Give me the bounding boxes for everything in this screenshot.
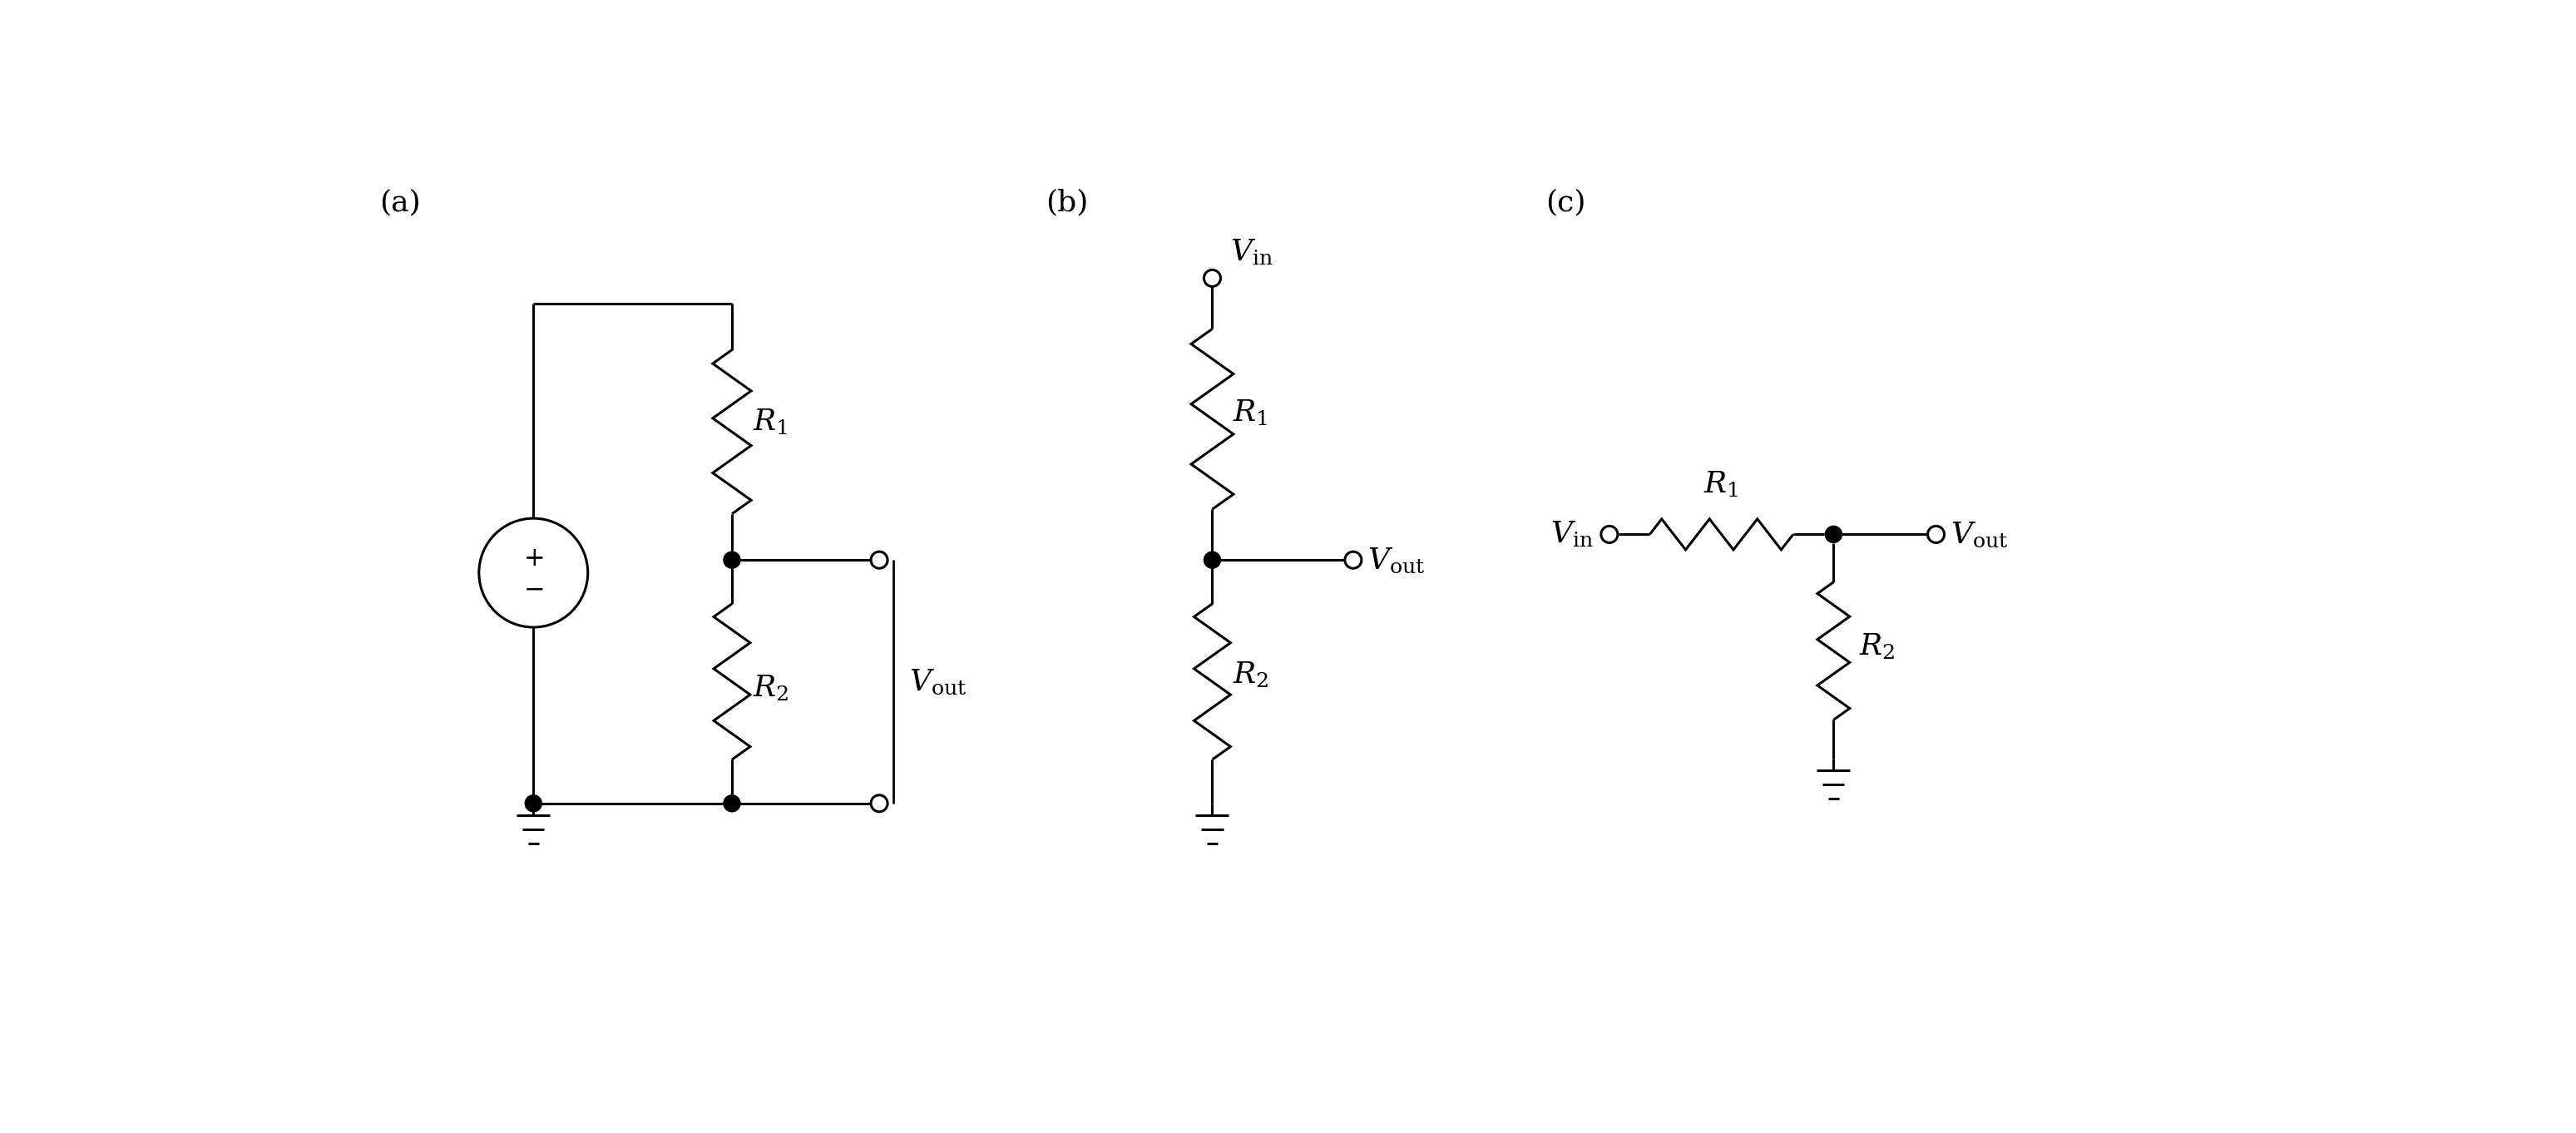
Circle shape (479, 519, 587, 628)
Text: $V_{\mathrm{out}}$: $V_{\mathrm{out}}$ (1950, 520, 2007, 548)
Circle shape (1927, 526, 1945, 543)
Circle shape (871, 795, 889, 811)
Circle shape (526, 795, 541, 811)
Text: $+$: $+$ (523, 546, 544, 572)
Circle shape (1203, 270, 1221, 287)
Circle shape (724, 795, 739, 811)
Text: $V_{\mathrm{in}}$: $V_{\mathrm{in}}$ (1231, 237, 1273, 266)
Text: $R_1$: $R_1$ (1234, 398, 1267, 427)
Text: $V_{\mathrm{in}}$: $V_{\mathrm{in}}$ (1551, 520, 1595, 550)
Text: $R_1$: $R_1$ (1703, 470, 1739, 500)
Text: $R_2$: $R_2$ (1234, 661, 1270, 690)
Text: $-$: $-$ (523, 576, 544, 602)
Text: $V_{\mathrm{out}}$: $V_{\mathrm{out}}$ (909, 667, 966, 696)
Text: $R_2$: $R_2$ (1860, 632, 1896, 662)
Text: (b): (b) (1046, 188, 1090, 216)
Text: (a): (a) (379, 188, 420, 216)
Text: $V_{\mathrm{out}}$: $V_{\mathrm{out}}$ (1368, 546, 1425, 574)
Circle shape (1345, 552, 1363, 569)
Circle shape (1203, 552, 1221, 569)
Circle shape (724, 552, 739, 569)
Text: $R_1$: $R_1$ (752, 408, 788, 437)
Circle shape (1826, 526, 1842, 543)
Circle shape (871, 552, 889, 569)
Text: (c): (c) (1546, 188, 1587, 216)
Circle shape (1602, 526, 1618, 543)
Text: $R_2$: $R_2$ (752, 673, 788, 702)
